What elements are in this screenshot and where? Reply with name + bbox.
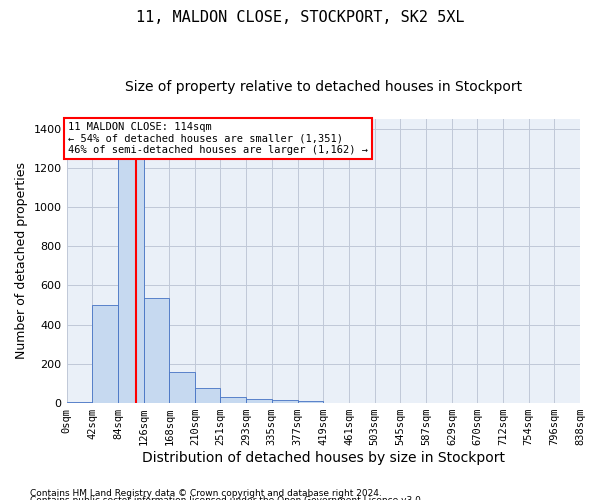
Bar [298, 401, 323, 403]
Text: Contains public sector information licensed under the Open Government Licence v3: Contains public sector information licen… [30, 496, 424, 500]
X-axis label: Distribution of detached houses by size in Stockport: Distribution of detached houses by size … [142, 451, 505, 465]
Text: Contains HM Land Registry data © Crown copyright and database right 2024.: Contains HM Land Registry data © Crown c… [30, 488, 382, 498]
Bar [169, 372, 195, 403]
Y-axis label: Number of detached properties: Number of detached properties [15, 162, 28, 360]
Bar [195, 388, 220, 403]
Bar [272, 400, 298, 403]
Text: 11, MALDON CLOSE, STOCKPORT, SK2 5XL: 11, MALDON CLOSE, STOCKPORT, SK2 5XL [136, 10, 464, 25]
Bar [67, 402, 92, 403]
Title: Size of property relative to detached houses in Stockport: Size of property relative to detached ho… [125, 80, 522, 94]
Bar [118, 138, 144, 403]
Bar [92, 305, 118, 403]
Text: 11 MALDON CLOSE: 114sqm
← 54% of detached houses are smaller (1,351)
46% of semi: 11 MALDON CLOSE: 114sqm ← 54% of detache… [68, 122, 368, 155]
Bar [246, 399, 272, 403]
Bar [144, 298, 169, 403]
Bar [220, 397, 246, 403]
